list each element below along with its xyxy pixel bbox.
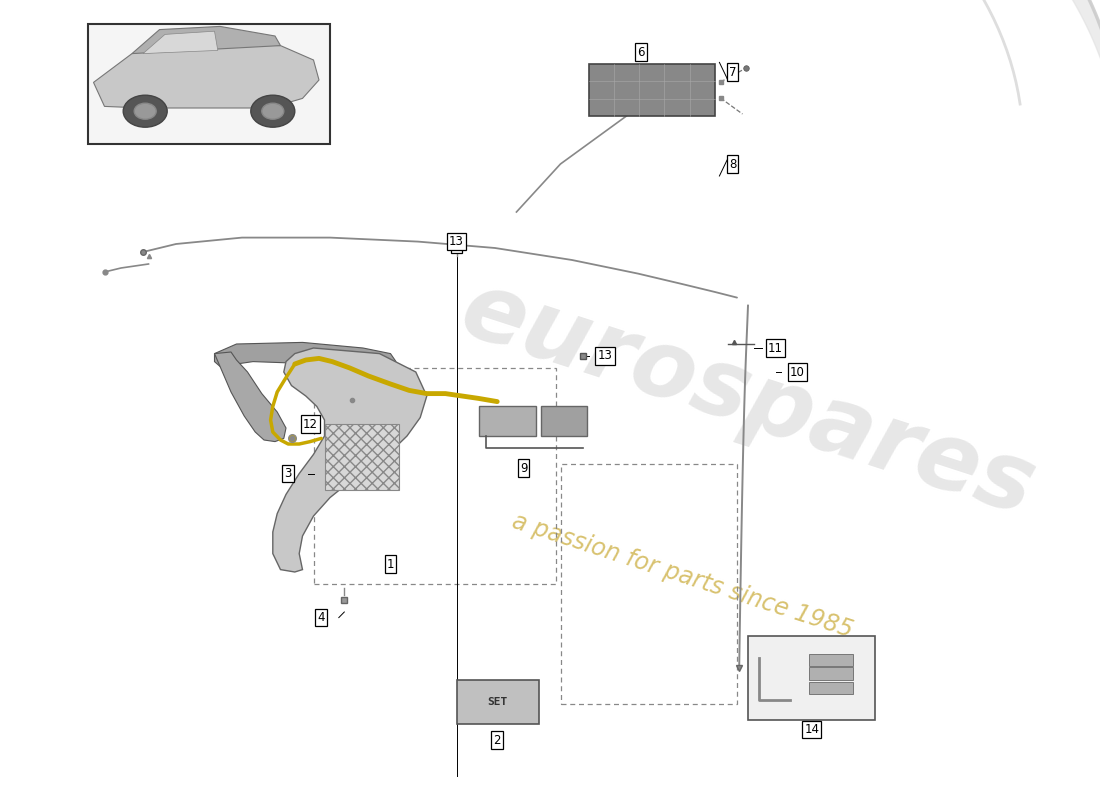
Bar (541, 406, 587, 436)
Bar (588, 64, 715, 116)
Text: eurospares: eurospares (450, 264, 1046, 536)
Polygon shape (143, 31, 218, 54)
Polygon shape (132, 26, 280, 54)
Bar (808, 654, 852, 666)
Text: 4: 4 (318, 611, 324, 624)
Text: SET: SET (487, 698, 507, 707)
Text: 7: 7 (729, 66, 736, 78)
Bar (478, 406, 536, 436)
Text: 11: 11 (768, 342, 783, 354)
Text: 3: 3 (285, 467, 292, 480)
Text: 1: 1 (387, 558, 394, 570)
Text: 14: 14 (804, 723, 820, 736)
Circle shape (134, 103, 156, 119)
Text: a passion for parts since 1985: a passion for parts since 1985 (508, 510, 856, 642)
Text: 13: 13 (449, 235, 464, 248)
Text: 5: 5 (453, 238, 460, 250)
Text: 12: 12 (302, 418, 318, 430)
Polygon shape (94, 42, 319, 108)
Bar (808, 667, 852, 680)
Text: 2: 2 (494, 734, 501, 746)
Bar (561, 464, 737, 704)
Circle shape (251, 95, 295, 127)
Bar (314, 368, 556, 584)
Circle shape (123, 95, 167, 127)
Polygon shape (214, 342, 396, 368)
Bar (748, 636, 874, 720)
Bar (456, 680, 539, 724)
Text: 8: 8 (729, 158, 736, 170)
Bar (324, 424, 399, 490)
Text: 10: 10 (790, 366, 805, 378)
Circle shape (262, 103, 284, 119)
Polygon shape (273, 348, 427, 572)
Text: 9: 9 (520, 462, 527, 474)
Text: 13: 13 (597, 350, 613, 362)
Bar (808, 682, 852, 694)
Bar (88, 24, 330, 144)
Text: 6: 6 (638, 46, 645, 58)
Polygon shape (214, 352, 286, 442)
